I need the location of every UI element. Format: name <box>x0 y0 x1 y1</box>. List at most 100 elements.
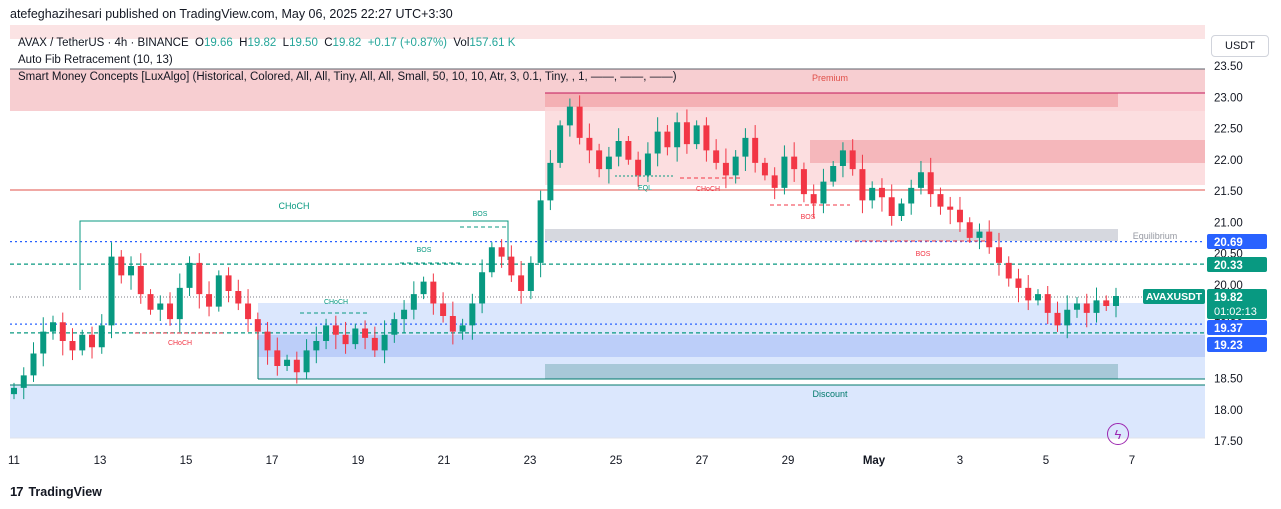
candle-body <box>1025 287 1032 301</box>
candle-body <box>313 341 320 351</box>
candle-body <box>254 319 261 332</box>
discount-zone <box>10 385 1205 438</box>
axis-label-bg-2033 <box>1207 257 1267 272</box>
candle-body <box>966 222 973 238</box>
time-tick: May <box>863 455 886 467</box>
candle-body <box>644 153 651 176</box>
candle-body <box>69 341 76 351</box>
axis-label-countdown: 01:02:13 <box>1214 306 1257 318</box>
candle-body <box>956 209 963 223</box>
candle-body <box>20 375 27 388</box>
volume-label: Vol <box>453 37 470 49</box>
candle-body <box>215 275 222 307</box>
candle-body <box>664 131 671 148</box>
price-tick: 20.00 <box>1214 280 1243 292</box>
candle-body <box>810 194 817 204</box>
price-tick: 21.00 <box>1214 217 1243 229</box>
axis-label-1937: 19.37 <box>1214 323 1243 335</box>
candle-body <box>157 303 164 310</box>
candle-body <box>362 328 369 338</box>
symbol-tag: AVAXUSDT <box>1146 291 1203 303</box>
candle-body <box>527 262 534 291</box>
candle-body <box>761 162 768 176</box>
candle-body <box>137 266 144 295</box>
lightning-icon[interactable]: ϟ <box>1107 423 1129 445</box>
close-value: 19.82 <box>332 37 362 49</box>
top-band <box>10 25 1205 39</box>
candle-body <box>518 275 525 291</box>
equilibrium-zone <box>545 229 1118 241</box>
candle-body <box>352 328 359 345</box>
candle-body <box>59 322 66 341</box>
time-tick: 29 <box>782 455 795 467</box>
axis-label-2069: 20.69 <box>1214 237 1243 249</box>
candle-body <box>1103 300 1110 306</box>
candle-body <box>839 150 846 166</box>
candle-body <box>674 122 681 148</box>
indicator-fib[interactable]: Auto Fib Retracement (10, 13) <box>18 54 173 66</box>
open-value: 19.66 <box>204 37 233 49</box>
candle-body <box>995 247 1002 263</box>
candle-body <box>713 150 720 163</box>
order-block-top <box>545 93 1118 107</box>
candle-body <box>401 309 408 320</box>
candle-body <box>430 281 437 304</box>
price-tick: 23.00 <box>1214 92 1243 104</box>
tradingview-logo-icon: 17 <box>10 484 24 499</box>
high-label: H <box>239 37 248 49</box>
time-tick: 5 <box>1043 455 1049 467</box>
candle-body <box>781 156 788 188</box>
brand-text: TradingView <box>28 484 102 499</box>
time-tick: 19 <box>352 455 365 467</box>
candle-body <box>50 322 57 332</box>
candle-body <box>1054 312 1061 326</box>
candle-body <box>878 187 885 198</box>
candle-body <box>1064 309 1071 326</box>
candle-body <box>40 331 47 354</box>
time-tick: 7 <box>1129 455 1135 467</box>
time-tick: 17 <box>266 455 279 467</box>
candle-body <box>440 303 447 316</box>
candle-body <box>947 206 954 210</box>
candle-body <box>800 169 807 195</box>
bos-label-2: BOS <box>473 211 488 218</box>
indicator-smc[interactable]: Smart Money Concepts [LuxAlgo] (Historic… <box>18 71 677 83</box>
candle-body <box>498 247 505 257</box>
candle-body <box>98 325 105 348</box>
candle-body <box>196 262 203 295</box>
candle-body <box>225 275 232 291</box>
axis-label-2033: 20.33 <box>1214 260 1243 272</box>
candle-body <box>1034 294 1041 301</box>
symbol-label[interactable]: AVAX / TetherUS · 4h · BINANCE <box>18 37 189 49</box>
candle-body <box>264 331 271 351</box>
candle-body <box>410 294 417 310</box>
candle-body <box>683 122 690 145</box>
time-tick: 27 <box>696 455 709 467</box>
candle-body <box>293 359 300 373</box>
candle-body <box>605 156 612 170</box>
candle-body <box>1113 296 1119 306</box>
candle-body <box>557 125 564 163</box>
candle-body <box>167 303 174 320</box>
publisher-line: atefeghazihesari published on TradingVie… <box>10 7 453 21</box>
open-label: O <box>195 37 204 49</box>
candle-body <box>615 141 622 157</box>
premium-label: Premium <box>812 73 848 83</box>
candle-body <box>11 387 17 395</box>
candle-body <box>459 325 466 332</box>
candle-body <box>742 137 749 157</box>
candle-body <box>128 266 135 276</box>
price-tick: 23.50 <box>1214 61 1243 73</box>
candle-body <box>469 303 476 326</box>
candle-body <box>537 200 544 263</box>
price-tick: 18.00 <box>1214 405 1243 417</box>
candle-body <box>635 159 642 176</box>
candle-body <box>235 291 242 304</box>
currency-button[interactable]: USDT <box>1211 35 1269 57</box>
candle-body <box>654 131 661 154</box>
candle-body <box>722 162 729 176</box>
candle-body <box>898 203 905 216</box>
candle-body <box>888 197 895 216</box>
time-tick: 11 <box>8 455 20 467</box>
